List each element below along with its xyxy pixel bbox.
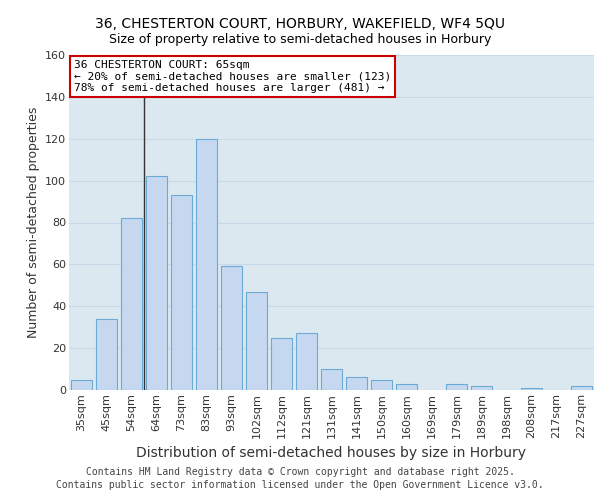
Bar: [296, 334, 317, 390]
Bar: [171, 196, 192, 390]
Bar: [521, 388, 542, 390]
Bar: [221, 266, 242, 390]
Bar: [571, 386, 592, 390]
Y-axis label: Number of semi-detached properties: Number of semi-detached properties: [26, 107, 40, 338]
Bar: [96, 319, 117, 390]
Bar: [71, 380, 92, 390]
Bar: [146, 176, 167, 390]
Text: 36 CHESTERTON COURT: 65sqm
← 20% of semi-detached houses are smaller (123)
78% o: 36 CHESTERTON COURT: 65sqm ← 20% of semi…: [74, 60, 392, 93]
Bar: [471, 386, 492, 390]
Bar: [321, 369, 342, 390]
Bar: [271, 338, 292, 390]
Text: 36, CHESTERTON COURT, HORBURY, WAKEFIELD, WF4 5QU: 36, CHESTERTON COURT, HORBURY, WAKEFIELD…: [95, 18, 505, 32]
Text: Contains HM Land Registry data © Crown copyright and database right 2025.
Contai: Contains HM Land Registry data © Crown c…: [56, 467, 544, 490]
Text: Size of property relative to semi-detached houses in Horbury: Size of property relative to semi-detach…: [109, 32, 491, 46]
Bar: [396, 384, 417, 390]
Bar: [121, 218, 142, 390]
Bar: [196, 138, 217, 390]
Bar: [371, 380, 392, 390]
X-axis label: Distribution of semi-detached houses by size in Horbury: Distribution of semi-detached houses by …: [137, 446, 527, 460]
Bar: [246, 292, 267, 390]
Bar: [446, 384, 467, 390]
Bar: [346, 378, 367, 390]
